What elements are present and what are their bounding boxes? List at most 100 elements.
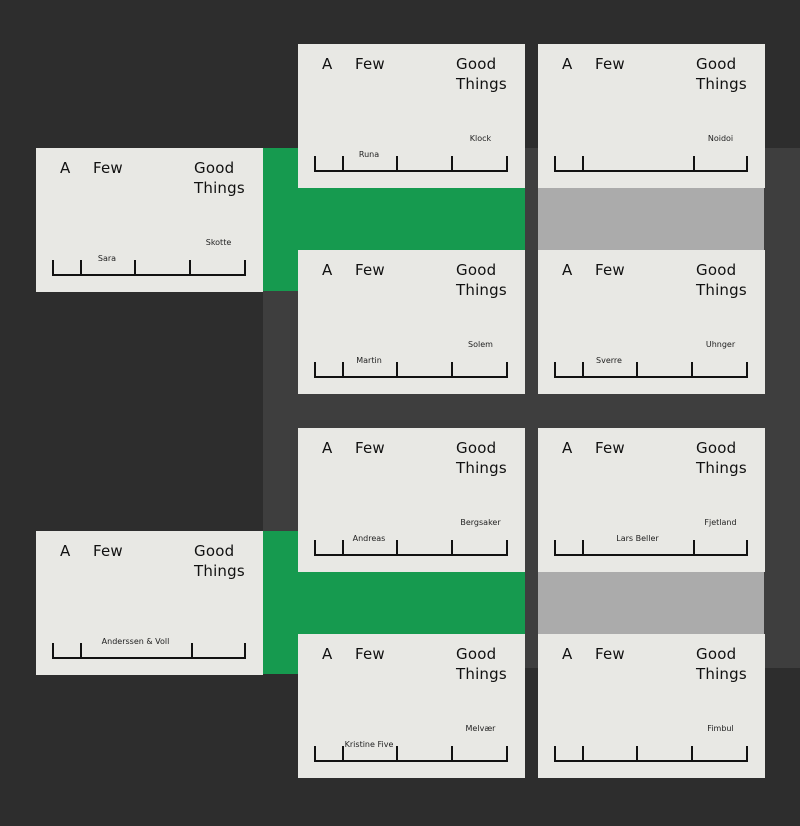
ruler-tick xyxy=(554,746,556,761)
last-name: Fjetland xyxy=(704,518,737,527)
ruler-tick xyxy=(554,156,556,171)
last-name: Skotte xyxy=(205,238,232,247)
brand-word: A xyxy=(562,261,573,279)
brand-word-things: Things xyxy=(456,459,507,477)
ruler-tick xyxy=(342,540,344,555)
last-name: Melvær xyxy=(465,724,496,733)
grey-band xyxy=(538,188,764,250)
ruler-tick xyxy=(80,643,82,658)
brand-word-good: Good xyxy=(696,55,737,73)
brand-word: Few xyxy=(595,55,625,73)
business-card: A Few Good Things Lars Beller Fjetland xyxy=(538,428,765,572)
last-name: Klock xyxy=(469,134,492,143)
brand-word-things: Things xyxy=(194,562,245,580)
ruler-tick xyxy=(582,540,584,555)
brand-word: Few xyxy=(355,55,385,73)
ruler-tick xyxy=(451,156,453,171)
ruler-tick xyxy=(506,540,508,555)
brand-word-things: Things xyxy=(696,665,747,683)
ruler-tick xyxy=(582,746,584,761)
brand-word-good: Good xyxy=(696,439,737,457)
first-name: Andreas xyxy=(352,534,386,543)
brand-word: Good Things xyxy=(696,260,747,300)
brand-word: Good Things xyxy=(696,54,747,94)
business-card: A Few Good Things Sverre Uhnger xyxy=(538,250,765,394)
business-card: A Few Good Things Kristine Five Melvær xyxy=(298,634,525,778)
first-name: Lars Beller xyxy=(616,534,659,543)
last-name: Uhnger xyxy=(705,340,736,349)
first-name: Martin xyxy=(356,356,382,365)
ruler-tick xyxy=(244,260,246,275)
first-name: Sverre xyxy=(596,356,622,365)
brand-word: Good Things xyxy=(696,438,747,478)
brand-word: A xyxy=(562,439,573,457)
brand-word: Few xyxy=(595,439,625,457)
ruler-tick xyxy=(506,156,508,171)
ruler-tick xyxy=(554,540,556,555)
business-card: A Few Good Things Andreas Bergsaker xyxy=(298,428,525,572)
ruler-tick xyxy=(636,746,638,761)
ruler-baseline xyxy=(554,170,748,172)
ruler-baseline xyxy=(52,274,246,276)
last-name: Fimbul xyxy=(707,724,734,733)
brand-word: Few xyxy=(355,261,385,279)
brand-word: Good Things xyxy=(194,158,245,198)
brand-word-good: Good xyxy=(194,542,235,560)
brand-word: Good Things xyxy=(456,438,507,478)
business-card: A Few Good Things Runa Klock xyxy=(298,44,525,188)
brand-word: Good Things xyxy=(456,260,507,300)
ruler-tick xyxy=(396,156,398,171)
green-connector xyxy=(263,531,298,674)
brand-word: Good Things xyxy=(456,644,507,684)
brand-word-things: Things xyxy=(456,281,507,299)
brand-word-good: Good xyxy=(456,645,497,663)
brand-word-things: Things xyxy=(456,665,507,683)
ruler-tick xyxy=(314,746,316,761)
green-band xyxy=(298,188,525,250)
brand-word: A xyxy=(60,542,71,560)
last-name: Noidoi xyxy=(707,134,734,143)
first-name: Anderssen & Voll xyxy=(101,637,170,646)
ruler-tick xyxy=(396,362,398,377)
ruler-tick xyxy=(451,362,453,377)
ruler-tick xyxy=(134,260,136,275)
brand-word: Few xyxy=(355,645,385,663)
ruler-baseline xyxy=(314,554,508,556)
ruler-tick xyxy=(396,746,398,761)
brand-word: A xyxy=(322,55,333,73)
ruler-baseline xyxy=(554,554,748,556)
ruler-tick xyxy=(314,156,316,171)
ruler-tick xyxy=(693,540,695,555)
ruler-baseline xyxy=(554,760,748,762)
ruler-tick xyxy=(506,362,508,377)
ruler-tick xyxy=(314,540,316,555)
last-name: Solem xyxy=(468,340,493,349)
brand-word: A xyxy=(60,159,71,177)
ruler-tick xyxy=(52,260,54,275)
ruler-baseline xyxy=(52,657,246,659)
ruler-tick xyxy=(693,156,695,171)
brand-word-good: Good xyxy=(696,645,737,663)
ruler-tick xyxy=(52,643,54,658)
brand-word: Good Things xyxy=(194,541,245,581)
ruler-tick xyxy=(451,540,453,555)
business-card: A Few Good Things Fimbul xyxy=(538,634,765,778)
ruler-baseline xyxy=(314,170,508,172)
brand-word-good: Good xyxy=(696,261,737,279)
ruler-tick xyxy=(342,156,344,171)
business-card: A Few Good Things Noidoi xyxy=(538,44,765,188)
brand-word-good: Good xyxy=(194,159,235,177)
brand-word: Few xyxy=(595,645,625,663)
brand-word-things: Things xyxy=(696,75,747,93)
business-card: A Few Good Things Martin Solem xyxy=(298,250,525,394)
ruler-tick xyxy=(342,362,344,377)
first-name: Sara xyxy=(97,254,117,263)
brand-word-good: Good xyxy=(456,55,497,73)
first-name: Runa xyxy=(358,150,380,159)
brand-word: Few xyxy=(93,542,123,560)
brand-word: A xyxy=(322,439,333,457)
brand-word: A xyxy=(322,261,333,279)
brand-word-good: Good xyxy=(456,439,497,457)
brand-word: A xyxy=(562,645,573,663)
ruler-tick xyxy=(582,362,584,377)
